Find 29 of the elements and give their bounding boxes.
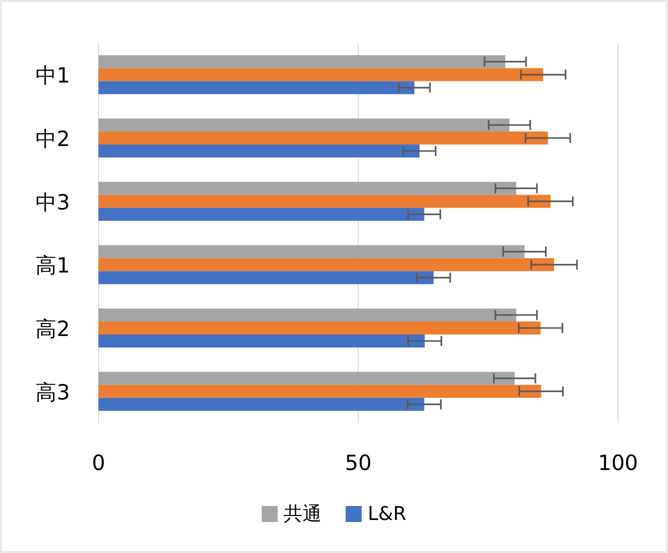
legend-label: 共通	[284, 503, 322, 525]
y-tick-label: 高2	[36, 317, 70, 341]
bar	[98, 384, 542, 398]
bar	[98, 308, 516, 322]
x-tick-label: 100	[598, 451, 638, 475]
y-tick-label: 中3	[36, 190, 70, 214]
bar	[98, 132, 548, 144]
bar	[98, 144, 420, 158]
bar	[98, 182, 516, 195]
bar	[98, 334, 425, 348]
bar	[98, 258, 554, 272]
bar	[98, 68, 544, 82]
bar	[98, 271, 434, 284]
x-tick-label: 0	[92, 451, 106, 475]
x-tick-label: 50	[344, 451, 372, 475]
bar	[98, 398, 424, 411]
bar	[98, 208, 424, 221]
y-tick-label: 中1	[36, 64, 70, 88]
bar	[98, 55, 506, 68]
y-tick-label: 高1	[36, 254, 70, 278]
bar	[98, 194, 550, 208]
bar	[98, 372, 515, 385]
y-tick-label: 高3	[36, 380, 70, 404]
legend-label: L&R	[368, 503, 406, 525]
bar	[98, 322, 541, 334]
bar	[98, 81, 414, 94]
bar	[98, 245, 524, 258]
y-tick-label: 中2	[36, 127, 70, 151]
bar	[98, 118, 510, 132]
